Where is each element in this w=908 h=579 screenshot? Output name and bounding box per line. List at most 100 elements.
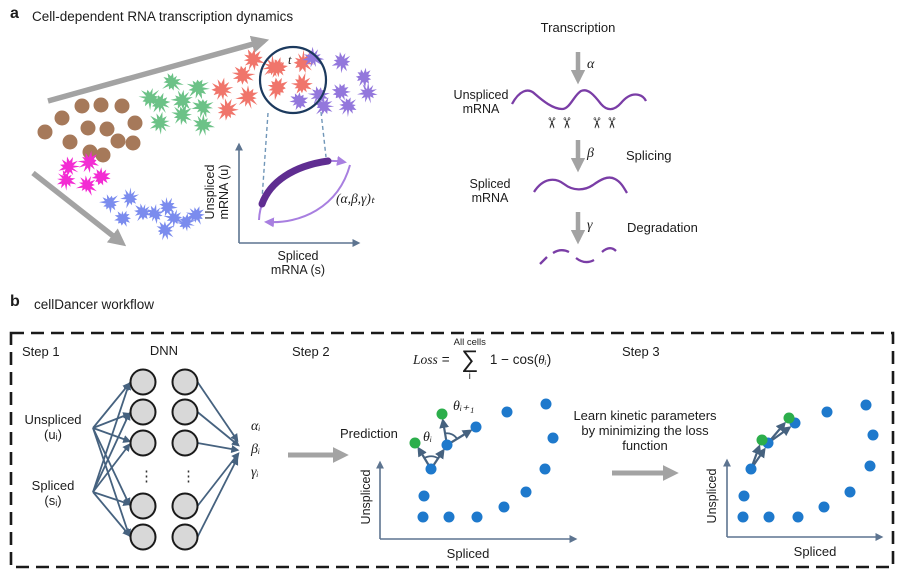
cell [138,88,161,111]
dnn-input-arrow [92,427,132,443]
dnn-ellipsis: ⋮ [139,468,154,485]
phase-y-label: Unspliced mRNA (u) [203,164,231,220]
learn-parameters-text: Learn kinetic parameters by minimizing t… [573,408,717,453]
dnn-input-arrow [92,382,131,429]
step1-label: Step 1 [22,344,60,359]
cell [114,210,131,227]
cell [125,135,141,151]
cell [191,98,214,118]
dnn-input-arrow [92,443,131,493]
dnn-input-arrow [92,381,132,493]
step3-label: Step 3 [622,344,660,359]
dnn-neuron [129,368,157,396]
cell [57,169,77,191]
spliced-mrna-label: Spliced mRNA [469,177,511,205]
dnn-input-unspliced: Unspliced (uᵢ) [24,412,82,442]
cell [217,98,239,121]
alpha-label: α [587,57,595,72]
theta-i-label: θᵢ [423,430,433,445]
predicted-cell-dot [756,434,768,446]
spliced-mrna-wave [533,176,628,194]
cell [243,48,265,71]
cell [80,120,96,136]
dnn-neuron [129,492,157,520]
phase-x-label: Spliced mRNA (s) [270,249,326,277]
dnn-input-arrow [92,491,131,537]
cell [99,194,121,214]
dnn-input-arrow [92,427,131,507]
sum-lower-index: i [468,370,471,382]
cell [289,92,309,111]
cell-dot [745,463,757,475]
dnn-output-beta: βᵢ [251,442,261,457]
unspliced-mrna-label: Unspliced mRNA [453,88,509,116]
dnn-output-arrow [196,381,239,443]
cell-clusters [37,46,378,241]
dnn-input-spliced: Spliced (sᵢ) [31,478,75,508]
cell [93,97,109,113]
cell [331,83,351,101]
cell-dot [844,486,856,498]
loss-formula: Loss = All cells ∑ i 1 − cos(θᵢ) [413,338,551,382]
scissors-icon: ✂ [602,116,620,130]
cell-dot [818,501,830,513]
cell-dot [540,398,552,410]
differentiation-arrow-bottom [31,170,127,247]
step3-x-label: Spliced [793,544,837,559]
cell [163,209,184,228]
loss-word: Loss [413,351,438,367]
degradation-label: Degradation [627,220,698,235]
cell-dot [864,460,876,472]
cell [290,72,313,94]
cell-dot [418,490,430,502]
cell-dot [867,429,879,441]
cell-dot [763,511,775,523]
cell [110,133,126,149]
predicted-cell-dot [783,412,795,424]
dnn-input-arrow [92,491,132,507]
time-label: t [288,53,292,67]
cell [54,110,70,126]
step3-scatter-dots [737,399,879,523]
cell [76,175,97,196]
panel-b-tag: b [10,293,20,310]
cell [331,51,351,74]
cell-dot [471,511,483,523]
cell-dot [547,432,559,444]
cell [114,98,130,114]
cell [95,147,111,163]
cell [211,77,234,101]
cell-dot [539,463,551,475]
dnn-output-alpha: αᵢ [251,419,261,434]
panel-a-title: Cell-dependent RNA transcription dynamic… [32,9,294,24]
prediction-label: Prediction [340,426,398,441]
dnn-output-arrow [196,411,240,447]
cell [186,79,210,100]
cell-dot [737,511,749,523]
dnn-neuron [171,368,199,396]
cell [74,98,90,114]
dnn-input-arrow [92,427,132,538]
step2-label: Step 2 [292,344,330,359]
cell [171,104,192,126]
dnn-network [92,368,240,551]
dnn-neuron [171,492,199,520]
cell [162,72,184,91]
dnn-neuron [129,523,157,551]
cell-dot [520,486,532,498]
trajectory-bold-segment [258,157,332,208]
cell [91,167,111,186]
cell [293,49,315,73]
cell [267,57,288,78]
cell-dot [443,511,455,523]
theta-i1-label: θᵢ₊₁ [453,399,475,414]
cell [77,150,99,173]
unspliced-mrna-wave [510,89,648,111]
dashed-connector-left [261,112,269,200]
step3-y-label: Unspliced [705,468,719,524]
panel-b-title: cellDancer workflow [34,297,155,312]
cell-dot [501,406,513,418]
cell-dot [738,490,750,502]
